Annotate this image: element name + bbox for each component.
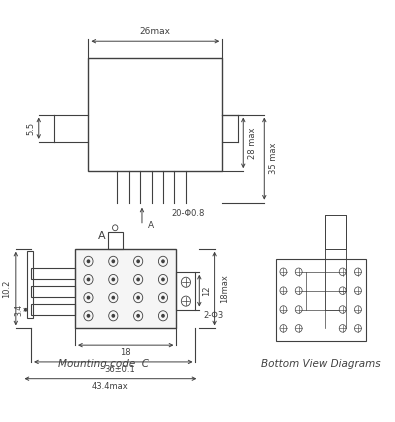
Circle shape bbox=[137, 296, 139, 299]
Text: A: A bbox=[148, 221, 154, 230]
Bar bbox=[31, 287, 75, 297]
Text: 20-Φ0.8: 20-Φ0.8 bbox=[171, 208, 205, 218]
Text: 43.4max: 43.4max bbox=[92, 382, 129, 391]
Bar bbox=[177, 272, 196, 309]
Text: 5.5: 5.5 bbox=[26, 122, 36, 135]
Text: 26max: 26max bbox=[140, 27, 171, 36]
Text: 36±0.1: 36±0.1 bbox=[104, 365, 135, 374]
Text: Bottom View Diagrams: Bottom View Diagrams bbox=[261, 359, 380, 369]
Bar bbox=[325, 215, 346, 249]
Circle shape bbox=[112, 278, 115, 281]
Circle shape bbox=[112, 260, 115, 262]
Circle shape bbox=[87, 296, 90, 299]
Text: 12: 12 bbox=[203, 285, 211, 296]
Text: 3.4: 3.4 bbox=[14, 304, 23, 316]
Text: 18: 18 bbox=[120, 348, 131, 357]
Circle shape bbox=[162, 296, 164, 299]
Circle shape bbox=[87, 260, 90, 262]
Circle shape bbox=[112, 296, 115, 299]
Bar bbox=[107, 232, 123, 249]
Bar bbox=[31, 305, 75, 315]
Text: Mounting code  C: Mounting code C bbox=[58, 359, 149, 369]
Text: 18max: 18max bbox=[220, 274, 229, 303]
Circle shape bbox=[162, 260, 164, 262]
Circle shape bbox=[162, 278, 164, 281]
Circle shape bbox=[87, 314, 90, 317]
Circle shape bbox=[137, 260, 139, 262]
Bar bbox=[27, 251, 33, 318]
Text: 28 max: 28 max bbox=[248, 127, 257, 159]
Text: A: A bbox=[98, 231, 105, 241]
Bar bbox=[88, 58, 222, 171]
Text: 2-Φ3: 2-Φ3 bbox=[203, 311, 224, 320]
Circle shape bbox=[162, 314, 164, 317]
Bar bbox=[276, 259, 366, 341]
Circle shape bbox=[137, 278, 139, 281]
Text: 10.2: 10.2 bbox=[2, 279, 11, 298]
Circle shape bbox=[87, 278, 90, 281]
Bar bbox=[75, 249, 177, 328]
Circle shape bbox=[137, 314, 139, 317]
Text: 35 max: 35 max bbox=[269, 143, 278, 174]
Bar bbox=[31, 268, 75, 279]
Circle shape bbox=[112, 314, 115, 317]
